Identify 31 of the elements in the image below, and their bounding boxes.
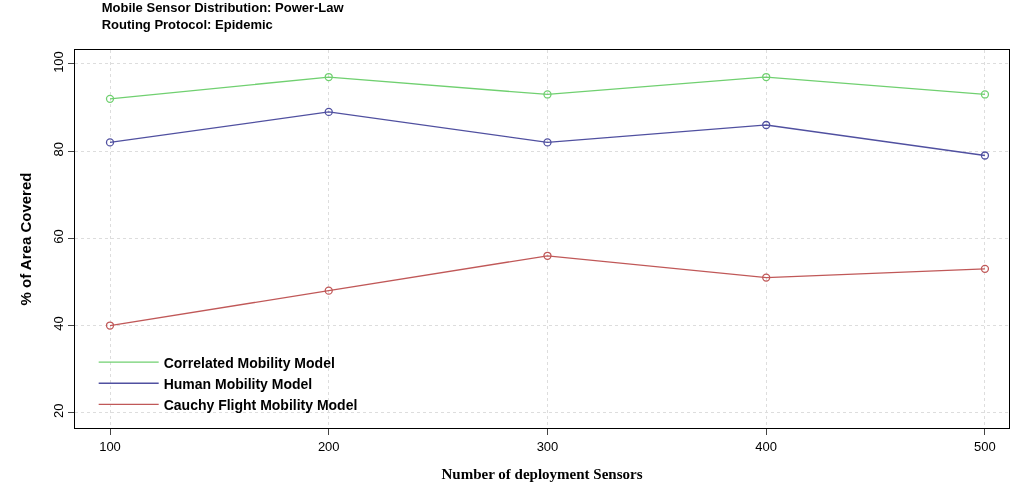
point bbox=[762, 273, 771, 282]
point bbox=[324, 286, 333, 295]
chart-title: Mobile Sensor Distribution: Power-Law Routing Protocol: Epidemic bbox=[101, 0, 345, 33]
point bbox=[762, 120, 771, 130]
point bbox=[543, 90, 552, 99]
x-tick-label: 300 bbox=[536, 438, 559, 454]
y-tick-label: 60 bbox=[50, 229, 66, 244]
legend-label: Cauchy Flight Mobility Model bbox=[163, 396, 358, 413]
x-tick-label: 500 bbox=[974, 438, 996, 454]
x-tick-label: 100 bbox=[99, 438, 121, 454]
y-tick-label: 20 bbox=[50, 403, 66, 419]
point bbox=[980, 264, 990, 274]
point bbox=[980, 151, 990, 160]
y-tick-label: 80 bbox=[50, 141, 66, 157]
legend-label: Correlated Mobility Model bbox=[163, 354, 335, 371]
point bbox=[762, 72, 771, 82]
x-tick-label: 400 bbox=[755, 438, 778, 454]
point bbox=[105, 321, 115, 330]
legend-label: Human Mobility Model bbox=[163, 375, 313, 392]
point bbox=[324, 72, 333, 82]
point bbox=[105, 94, 115, 103]
point bbox=[543, 138, 552, 147]
point bbox=[105, 138, 115, 147]
y-axis-title: % of Area Covered bbox=[17, 172, 35, 306]
x-axis-title: Number of deployment Sensors bbox=[441, 465, 643, 482]
point bbox=[543, 251, 552, 260]
x-tick-label: 200 bbox=[317, 438, 340, 454]
point bbox=[324, 107, 333, 117]
y-tick-label: 100 bbox=[50, 51, 66, 73]
y-tick-label: 40 bbox=[50, 316, 66, 331]
point bbox=[980, 90, 990, 99]
